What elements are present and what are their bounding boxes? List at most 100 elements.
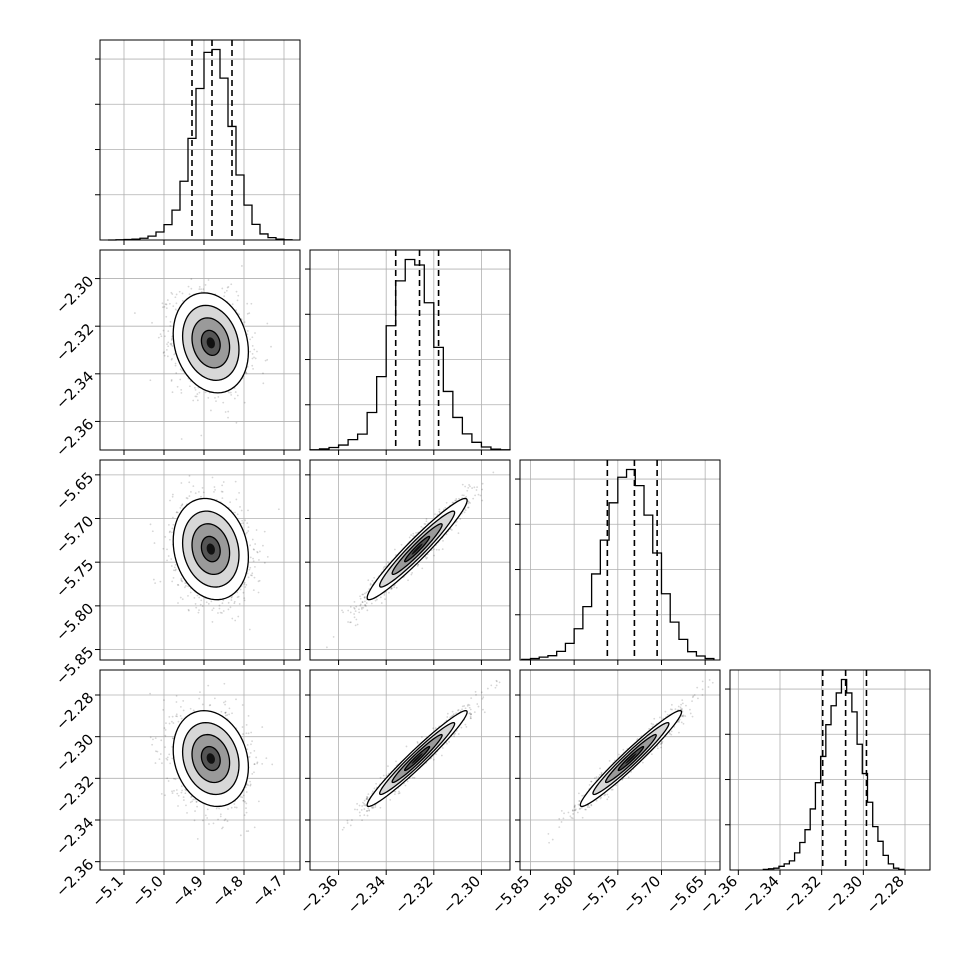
scatter-point — [353, 616, 356, 619]
scatter-point — [219, 611, 222, 614]
scatter-point — [243, 321, 246, 324]
scatter-point — [243, 581, 246, 584]
scatter-point — [190, 796, 193, 799]
x-tick-label: −5.1 — [88, 872, 126, 910]
scatter-point — [253, 356, 255, 359]
scatter-point — [257, 580, 260, 583]
scatter-point — [445, 533, 448, 536]
scatter-point — [359, 603, 362, 606]
scatter-point — [247, 830, 250, 832]
scatter-point — [204, 284, 207, 286]
x-tick-label: −4.9 — [168, 872, 206, 910]
y-tick-label: −5.80 — [52, 599, 97, 644]
x-tick-label: −2.32 — [779, 872, 824, 917]
scatter-point — [160, 335, 163, 338]
contour-core — [206, 543, 215, 555]
scatter-point — [219, 813, 222, 816]
scatter-point — [469, 485, 471, 488]
scatter-point — [221, 287, 224, 290]
scatter-point — [248, 628, 251, 631]
scatter-point — [341, 609, 343, 612]
scatter-point — [425, 520, 428, 523]
contour-line — [200, 535, 221, 563]
scatter-point — [188, 495, 191, 497]
scatter-point — [174, 778, 177, 781]
scatter-point — [201, 486, 204, 489]
scatter-point — [171, 792, 174, 795]
scatter-point — [193, 596, 196, 599]
scatter-point — [270, 345, 272, 348]
scatter-point — [361, 601, 364, 603]
scatter-point — [167, 341, 170, 344]
scatter-point — [174, 362, 177, 365]
scatter-point — [366, 609, 369, 612]
scatter-point — [180, 580, 183, 582]
scatter-point — [244, 519, 247, 522]
scatter-point — [254, 566, 256, 568]
y-tick-label: −5.70 — [52, 512, 97, 557]
scatter-point — [243, 597, 246, 600]
scatter-point — [210, 409, 212, 412]
scatter-point — [173, 566, 176, 569]
scatter-point — [159, 580, 162, 583]
scatter-point — [162, 306, 164, 309]
scatter-point — [225, 711, 227, 714]
scatter-point — [265, 757, 268, 760]
scatter-point — [252, 557, 254, 560]
scatter-point — [467, 506, 470, 509]
scatter-point — [393, 548, 396, 551]
scatter-point — [162, 708, 165, 711]
scatter-point — [249, 556, 252, 559]
scatter-point — [458, 497, 460, 500]
scatter-point — [221, 827, 223, 830]
scatter-point — [444, 506, 447, 509]
scatter-point — [354, 624, 357, 627]
scatter-point — [251, 572, 254, 575]
scatter-point — [230, 596, 233, 599]
scatter-point — [187, 585, 190, 588]
scatter-point — [253, 826, 256, 829]
scatter-point — [425, 557, 428, 560]
scatter-point — [222, 401, 225, 404]
scatter-point — [425, 518, 428, 520]
scatter-point — [250, 743, 252, 746]
scatter-point — [433, 554, 435, 557]
scatter-point — [168, 531, 171, 534]
scatter-point — [233, 806, 236, 809]
scatter-point — [245, 791, 248, 793]
hist-0-steps — [108, 48, 293, 241]
scatter-point — [229, 606, 232, 609]
scatter-point — [237, 294, 240, 297]
scatter-point — [217, 818, 219, 821]
scatter-point — [371, 579, 374, 582]
scatter-point — [170, 343, 173, 346]
scatter-point — [166, 343, 168, 346]
scatter-point — [200, 288, 203, 291]
scatter-point — [153, 542, 156, 544]
scatter-point — [225, 289, 228, 292]
scatter-point — [171, 757, 174, 760]
scatter-point — [210, 600, 213, 603]
scatter-point — [198, 609, 200, 612]
scatter-point — [235, 421, 238, 424]
scatter-point — [167, 555, 170, 557]
scatter-point — [242, 733, 244, 735]
contour-line — [172, 292, 250, 394]
scatter-point — [252, 548, 255, 551]
scatter-point — [187, 285, 190, 288]
scatter-point — [468, 484, 470, 486]
scatter-point — [221, 484, 224, 487]
scatter-point — [238, 603, 241, 605]
scatter-point — [246, 330, 249, 332]
scatter-point — [251, 538, 254, 541]
scatter-point — [202, 288, 205, 291]
scatter-point — [245, 802, 248, 805]
scatter-point — [434, 513, 436, 516]
y-tick-label: −2.32 — [52, 772, 97, 817]
scatter-point — [207, 397, 210, 399]
scatter-point — [160, 792, 163, 795]
scatter-point — [238, 492, 240, 494]
scatter-point — [171, 391, 174, 394]
scatter-point — [438, 548, 440, 551]
contour-line — [391, 523, 443, 576]
